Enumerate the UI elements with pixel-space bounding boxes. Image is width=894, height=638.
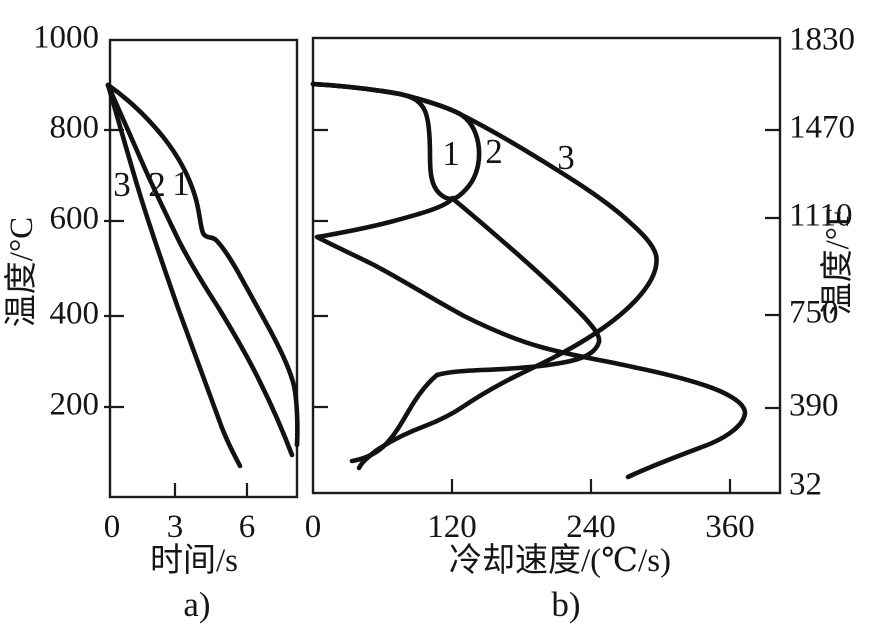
panel-b-ytick-1830: 1830	[789, 22, 855, 58]
panel-b-curve-3	[310, 81, 659, 471]
panel-a-ytick-200: 200	[50, 387, 100, 423]
panel-b-ytick-750: 750	[789, 295, 839, 331]
panel-a-ytick-600: 600	[50, 201, 100, 237]
panel-a-xtick-6: 6	[239, 509, 256, 545]
panel-b-x-ticks	[450, 479, 732, 493]
panel-a-xaxis-label: 时间/s	[150, 543, 238, 579]
panel-b-yaxis-label: 温度/°F	[819, 209, 856, 316]
panel-a-caption: a)	[183, 585, 210, 624]
panel-b-ytick-32: 32	[789, 467, 822, 503]
panel-b-xtick-120: 120	[427, 509, 477, 545]
panel-b-curve-1	[310, 81, 748, 480]
panel-a-xtick-0: 0	[104, 509, 121, 545]
panel-b: 1830 1470 1110 750 390 32 0 120 240 360 …	[305, 22, 856, 624]
panel-b-xtick-0: 0	[305, 509, 322, 545]
panel-b-ytick-1110: 1110	[789, 198, 853, 234]
panel-b-right-ticks	[765, 128, 780, 410]
panel-a: 1000 800 600 400 200 0 3 6 3 2 1 时间/s 温度…	[3, 20, 300, 624]
panel-b-curve-3-label: 3	[557, 138, 575, 177]
panel-b-left-ticks	[313, 128, 328, 409]
panel-b-xtick-360: 360	[705, 509, 755, 545]
panel-b-caption: b)	[551, 585, 580, 624]
panel-a-yaxis-label: 温度/°C	[3, 217, 40, 327]
panel-b-frame	[311, 36, 782, 495]
panel-b-curve-1-label: 1	[442, 134, 460, 173]
panel-a-curve-2-label: 2	[148, 165, 166, 204]
panel-a-xtick-3: 3	[167, 509, 184, 545]
panel-a-ytick-400: 400	[50, 296, 100, 332]
panel-a-x-ticks	[173, 483, 249, 497]
panel-a-frame	[108, 38, 299, 499]
panel-a-curve-1-label: 1	[172, 164, 190, 203]
panel-a-ytick-1000: 1000	[33, 20, 99, 56]
panel-a-curve-2	[105, 82, 295, 458]
panel-a-y-ticks	[104, 128, 124, 409]
panel-b-ytick-1470: 1470	[789, 110, 855, 146]
panel-a-curve-3-label: 3	[113, 165, 131, 204]
panel-b-curve-2-label: 2	[485, 132, 503, 171]
panel-a-ytick-800: 800	[50, 110, 100, 146]
panel-a-curve-1	[105, 82, 300, 448]
panel-b-xtick-240: 240	[566, 509, 616, 545]
panel-b-ytick-390: 390	[789, 388, 839, 424]
panel-b-xaxis-label: 冷却速度/(℃/s)	[449, 542, 671, 579]
panel-a-curve-3	[105, 82, 243, 469]
